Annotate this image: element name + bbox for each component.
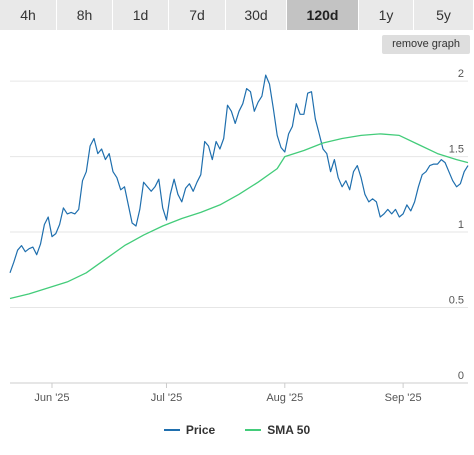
- range-button-8h[interactable]: 8h: [57, 0, 113, 30]
- range-button-1d[interactable]: 1d: [113, 0, 169, 30]
- x-tick-label: Jul '25: [151, 392, 182, 404]
- y-tick-label: 2: [458, 68, 464, 80]
- x-tick-label: Aug '25: [266, 392, 303, 404]
- legend-swatch: [245, 429, 262, 431]
- legend-label: SMA 50: [267, 423, 311, 437]
- remove-graph-button[interactable]: remove graph: [382, 35, 470, 54]
- range-button-5y[interactable]: 5y: [414, 0, 474, 30]
- y-tick-label: 0.5: [449, 295, 464, 307]
- legend-swatch: [163, 429, 180, 431]
- legend-label: Price: [185, 423, 216, 437]
- y-tick-label: 1.5: [449, 144, 464, 156]
- sma-50-line: [9, 133, 469, 300]
- price-line: [9, 74, 469, 274]
- range-button-7d[interactable]: 7d: [169, 0, 226, 30]
- range-button-1y[interactable]: 1y: [359, 0, 414, 30]
- y-tick-label: 1: [458, 219, 464, 231]
- legend-item-sma-50[interactable]: SMA 50: [245, 423, 310, 437]
- range-button-120d[interactable]: 120d: [287, 0, 359, 30]
- x-tick-label: Sep '25: [385, 392, 422, 404]
- x-tick-label: Jun '25: [34, 392, 69, 404]
- legend-item-price[interactable]: Price: [163, 423, 216, 437]
- chart-legend: Price SMA 50: [0, 420, 474, 440]
- time-range-selector: 4h 8h 1d 7d 30d 120d 1y 5y: [0, 0, 474, 30]
- y-tick-label: 0: [458, 370, 464, 382]
- range-button-30d[interactable]: 30d: [226, 0, 287, 30]
- range-button-4h[interactable]: 4h: [0, 0, 57, 30]
